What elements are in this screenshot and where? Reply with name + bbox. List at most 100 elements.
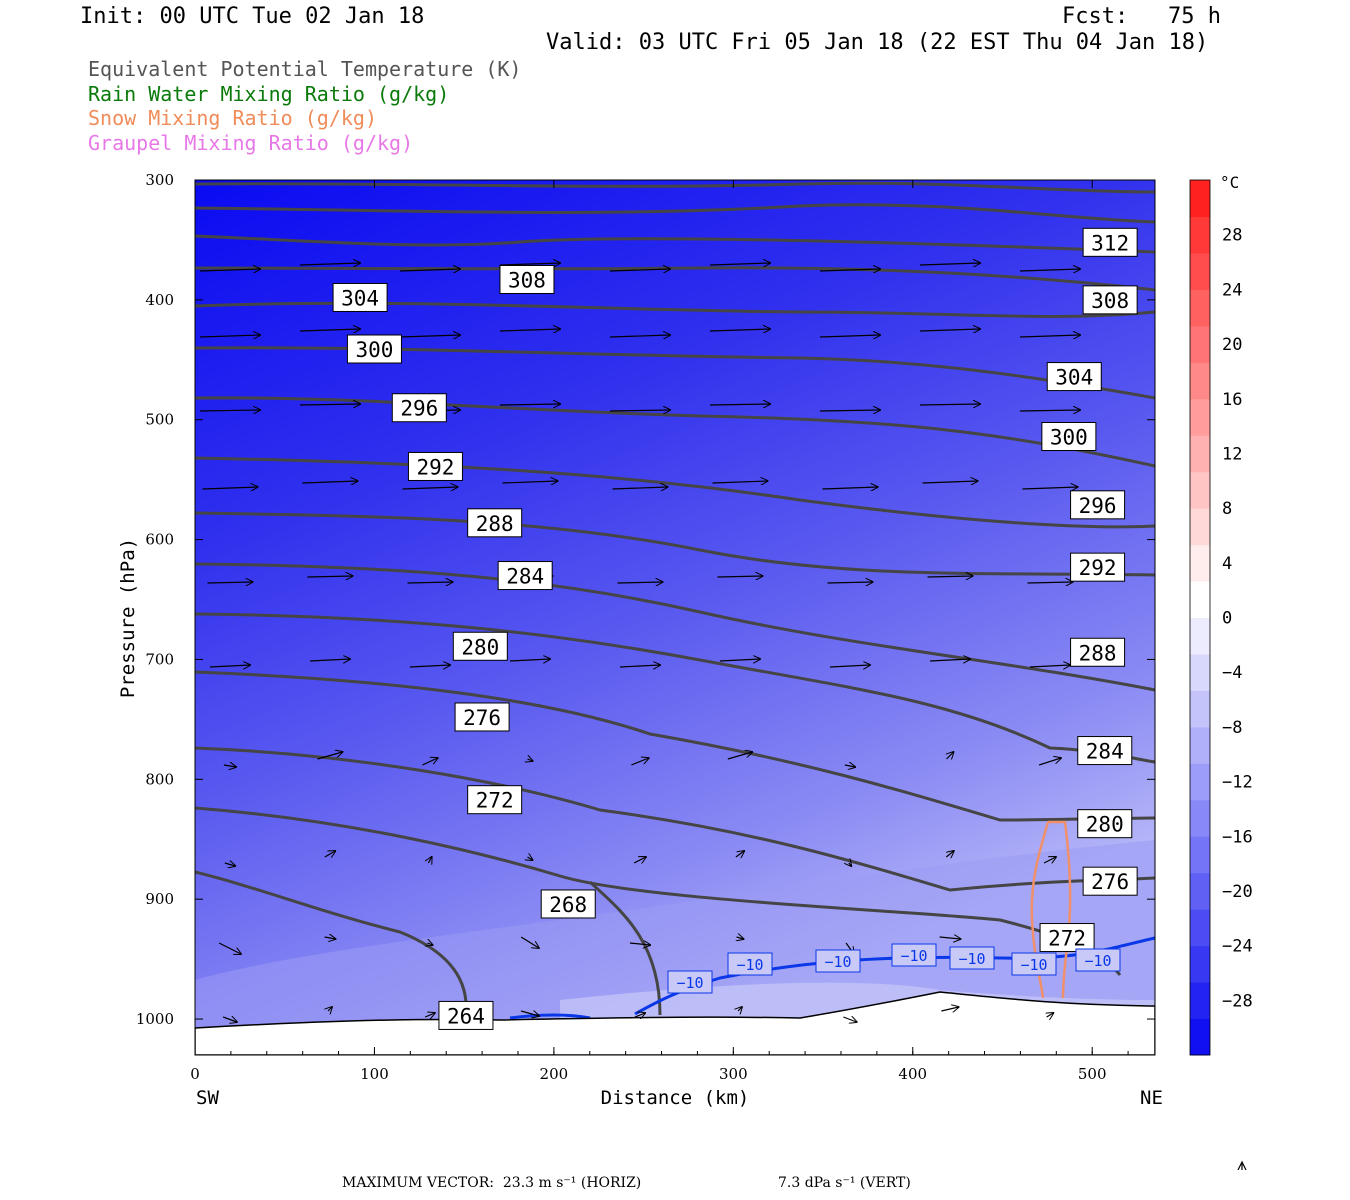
wind-vector	[207, 582, 253, 583]
legend-theta-e: Equivalent Potential Temperature (K)	[88, 57, 522, 81]
wind-vector	[199, 410, 260, 411]
wind-vector	[1019, 269, 1080, 271]
theta-e-label-box	[391, 393, 447, 423]
theta-e-label: 276	[454, 702, 510, 732]
wind-vector	[829, 665, 870, 667]
wind-vector	[399, 335, 460, 337]
theta-e-label: 280	[452, 631, 508, 661]
y-tick-label: 400	[145, 291, 174, 309]
colorbar-swatch	[1190, 180, 1210, 217]
wind-vector	[629, 943, 650, 945]
wind-vector	[634, 1013, 645, 1017]
wind-vector	[939, 937, 961, 939]
theta-e-contour	[195, 181, 1155, 194]
theta-e-label-text: 292	[1079, 556, 1117, 580]
minus10-label: −10	[1011, 952, 1057, 976]
minus10-label-text: −10	[1020, 956, 1047, 974]
theta-e-label-box	[438, 1000, 494, 1030]
minus10-label-text: −10	[824, 953, 851, 971]
y-tick-label: 500	[145, 411, 174, 429]
valid-time: Valid: 03 UTC Fri 05 Jan 18 (22 EST Thu …	[546, 30, 1209, 55]
wind-vector	[324, 937, 336, 939]
colorbar-label: −20	[1222, 882, 1253, 902]
colorbar-swatch	[1190, 872, 1210, 910]
terrain	[195, 991, 1155, 1055]
minus10-label-box	[727, 952, 773, 976]
wind-vector	[428, 857, 431, 863]
theta-e-label-text: 280	[1086, 813, 1124, 837]
x-tick-label: 0	[190, 1065, 200, 1083]
theta-e-contour	[195, 612, 1155, 764]
theta-e-label: 296	[1070, 490, 1126, 520]
colorbar-swatch	[1190, 617, 1210, 655]
legend-graupel: Graupel Mixing Ratio (g/kg)	[88, 131, 414, 155]
wind-vector	[399, 269, 460, 271]
colorbar-swatch	[1190, 1018, 1210, 1056]
colorbar-label: 20	[1222, 335, 1242, 355]
wind-vector	[735, 851, 744, 857]
wind-vector	[919, 404, 980, 405]
wind-vector	[819, 410, 880, 411]
wind-vector	[712, 481, 768, 483]
theta-e-label: 288	[467, 508, 523, 538]
colorbar-label: 8	[1222, 499, 1232, 519]
theta-e-contour	[195, 870, 468, 1021]
minus10-label-text: −10	[1084, 952, 1111, 970]
theta-e-label: 280	[1077, 809, 1133, 839]
ne-label: NE	[1140, 1087, 1163, 1109]
legend-snow: Snow Mixing Ratio (g/kg)	[88, 106, 377, 130]
colorbar-swatch	[1190, 216, 1210, 254]
theta-e-label-text: 264	[447, 1004, 485, 1028]
theta-e-label-box	[407, 451, 463, 481]
wind-vector	[427, 943, 432, 945]
wind-vector	[299, 329, 360, 331]
colorbar-label: −24	[1222, 937, 1253, 957]
wind-vector	[324, 851, 335, 857]
theta-e-label-text: 288	[1079, 641, 1117, 665]
colorbar-swatch	[1190, 471, 1210, 509]
theta-e-label-box	[332, 282, 388, 312]
wind-vector	[822, 487, 878, 489]
x-axis: 0 100 200 300 400 500	[190, 180, 1129, 1083]
theta-e-contour	[195, 511, 1155, 577]
wind-vector	[309, 659, 350, 661]
wind-vector	[302, 481, 358, 483]
wind-vector	[499, 404, 560, 405]
minus10-label-box	[667, 970, 713, 994]
theta-e-label: 296	[391, 393, 447, 423]
forecast-hour: Fcst: 75 h	[1062, 4, 1221, 29]
x-tick-label: 300	[719, 1065, 748, 1083]
colorbar-swatch	[1190, 398, 1210, 436]
wind-vector	[719, 659, 760, 661]
x-tick-label: 500	[1078, 1065, 1107, 1083]
theta-e-label-text: 280	[461, 635, 499, 659]
theta-e-label: 284	[1077, 736, 1133, 766]
minus10-label-box	[949, 946, 995, 970]
theta-e-label: 312	[1082, 227, 1138, 257]
wind-vector	[941, 1007, 958, 1011]
wind-vector	[709, 329, 770, 331]
theta-e-label-box	[499, 264, 555, 294]
wind-vector	[843, 1017, 856, 1022]
wind-vector	[922, 481, 978, 483]
theta-e-label-text: 296	[1079, 494, 1117, 518]
minus10-label-box	[1011, 952, 1057, 976]
colorbar-swatch	[1190, 799, 1210, 837]
y-axis-label: Pressure (hPa)	[117, 538, 139, 698]
colorbar-swatch	[1190, 581, 1210, 618]
wind-vector	[520, 936, 539, 948]
wind-vector	[424, 1013, 435, 1017]
wind-vector	[844, 765, 855, 767]
x-axis-label: Distance (km)	[601, 1087, 750, 1109]
minus10-label: −10	[727, 952, 773, 976]
colorbar-label: 28	[1222, 226, 1242, 246]
minus10-label-box	[815, 949, 861, 973]
theta-e-label: 308	[1082, 285, 1138, 315]
wind-vector	[299, 263, 360, 265]
wind-vector	[202, 487, 258, 489]
theta-e-label-text: 276	[463, 706, 501, 730]
theta-e-label-text: 268	[549, 893, 587, 917]
wind-vector	[407, 582, 453, 583]
theta-e-label: 300	[1041, 422, 1097, 452]
theta-e-label-box	[1070, 490, 1126, 520]
